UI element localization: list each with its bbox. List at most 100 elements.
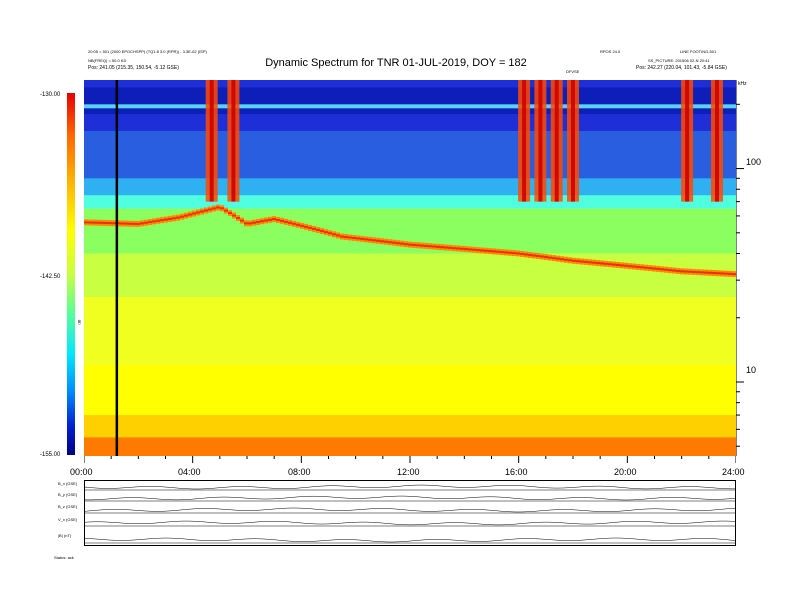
spectrum-cell — [416, 297, 421, 366]
spectrum-cell — [544, 195, 549, 210]
spectrum-cell — [160, 437, 165, 456]
spectrum-column — [148, 80, 153, 456]
spectrum-cell — [348, 208, 353, 255]
spectrum-cell — [692, 365, 697, 416]
plasma-line-core — [608, 263, 613, 266]
spectrum-cell — [380, 253, 385, 298]
spectrum-cell — [328, 253, 333, 298]
plasma-line-core — [252, 221, 257, 224]
spectrum-cell — [496, 365, 501, 416]
spectrum-cell — [304, 297, 309, 366]
spectrum-column — [632, 80, 637, 456]
spectrum-cell — [272, 415, 277, 439]
spectrum-column — [636, 80, 641, 456]
spectrum-cell — [700, 415, 705, 439]
spectrum-cell — [584, 195, 589, 210]
spectrum-cell — [584, 253, 589, 298]
spectrum-cell — [704, 130, 709, 179]
plasma-line-core — [396, 242, 401, 245]
spectrum-cell — [208, 195, 213, 210]
plasma-line-core — [420, 244, 425, 247]
spectrum-cell — [484, 437, 489, 456]
spectrum-cell — [628, 365, 633, 416]
spectrum-cell — [732, 208, 736, 255]
spectrum-cell — [652, 178, 657, 196]
spectrum-cell — [120, 130, 125, 179]
spectrum-column — [360, 80, 365, 456]
spectrum-cell — [220, 415, 225, 439]
spectrum-cell — [456, 437, 461, 456]
spectrum-column — [364, 80, 369, 456]
spectrum-cell — [292, 130, 297, 179]
spectrum-cell — [144, 365, 149, 416]
spectrum-cell — [640, 297, 645, 366]
spectrum-column — [140, 80, 145, 456]
spectrum-cell — [220, 253, 225, 298]
spectrum-column — [136, 80, 141, 456]
spectrum-cell — [304, 253, 309, 298]
spectrum-cell — [592, 415, 597, 439]
spectrum-cell — [244, 297, 249, 366]
spectrum-column — [384, 80, 389, 456]
spectrum-cell — [432, 415, 437, 439]
spectrum-cell — [336, 365, 341, 416]
spectrum-cell — [108, 415, 113, 439]
spectrum-cell — [296, 178, 301, 196]
spectrum-cell — [488, 365, 493, 416]
spectrum-cell — [448, 297, 453, 366]
spectrum-cell — [548, 297, 553, 366]
spectrum-cell — [516, 297, 521, 366]
spectrum-cell — [128, 178, 133, 196]
header-right-line1: RPOS 24.0 — [600, 49, 621, 54]
spectrum-column — [440, 80, 445, 456]
spectrum-cell — [692, 178, 697, 196]
spectrum-cell — [388, 415, 393, 439]
spectrum-cell — [448, 415, 453, 439]
spectrum-cell — [128, 297, 133, 366]
spectrum-cell — [184, 253, 189, 298]
spectrum-cell — [352, 253, 357, 298]
spectrum-cell — [632, 437, 637, 456]
spectrum-cell — [180, 253, 185, 298]
plasma-line-core — [412, 243, 417, 246]
spectrum-cell — [648, 208, 653, 255]
spectrum-cell — [212, 415, 217, 439]
spectrum-cell — [456, 178, 461, 196]
spectrum-cell — [88, 208, 93, 255]
spectrum-cell — [176, 130, 181, 179]
spectrum-cell — [588, 130, 593, 179]
y-tick-label-10: 10 — [746, 365, 757, 375]
spectrum-cell — [104, 130, 109, 179]
spectrum-cell — [624, 130, 629, 179]
spectrum-cell — [380, 130, 385, 179]
spectrum-cell — [356, 253, 361, 298]
spectrum-cell — [440, 415, 445, 439]
spectrum-cell — [604, 178, 609, 196]
spectrum-cell — [472, 365, 477, 416]
plasma-line-core — [632, 265, 637, 268]
spectrum-cell — [632, 415, 637, 439]
spectrum-cell — [608, 365, 613, 416]
spectrum-cell — [156, 297, 161, 366]
plasma-line-core — [404, 243, 409, 246]
spectrum-cell — [572, 208, 577, 255]
spectrum-cell — [132, 208, 137, 255]
spectrum-cell — [528, 437, 533, 456]
spectrum-cell — [400, 365, 405, 416]
spectrum-cell — [148, 130, 153, 179]
spectrum-cell — [544, 365, 549, 416]
spectrum-cell — [716, 365, 721, 416]
spectrum-cell — [168, 365, 173, 416]
spectrum-cell — [196, 297, 201, 366]
spectrum-cell — [540, 253, 545, 298]
spectrum-cell — [600, 208, 605, 255]
spectrum-cell — [244, 365, 249, 416]
spectrum-cell — [244, 253, 249, 298]
trace-line — [83, 520, 737, 526]
spectrum-cell — [548, 253, 553, 298]
spectrum-cell — [84, 195, 89, 210]
spectrum-cell — [580, 437, 585, 456]
spectrum-cell — [356, 208, 361, 255]
spectrum-cell — [672, 415, 677, 439]
spectrum-cell — [384, 253, 389, 298]
